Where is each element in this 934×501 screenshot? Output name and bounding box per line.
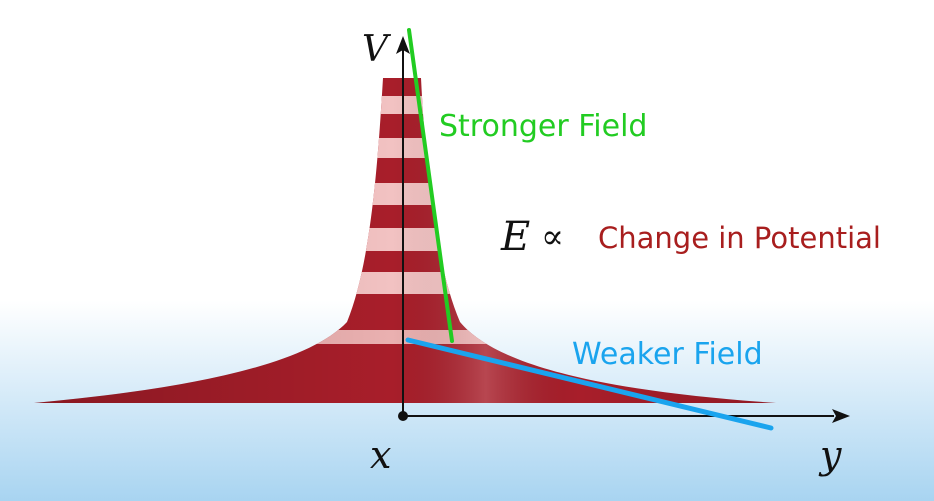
stronger-field-label: Stronger Field bbox=[439, 109, 647, 144]
origin-dot bbox=[398, 411, 408, 421]
weaker-field-label: Weaker Field bbox=[572, 337, 763, 372]
v-axis-label: V bbox=[362, 29, 392, 70]
x-axis-label: x bbox=[370, 433, 391, 477]
axes bbox=[396, 36, 850, 423]
e-field-symbol: E bbox=[500, 214, 530, 260]
weaker-field-line bbox=[405, 337, 774, 431]
stronger-field-line bbox=[407, 28, 454, 343]
v-axis-arrow bbox=[396, 36, 410, 54]
y-axis-arrow bbox=[832, 409, 850, 423]
change-in-potential-label: Change in Potential bbox=[598, 221, 881, 255]
y-axis-label: y bbox=[818, 433, 842, 477]
proportional-symbol: ∝ bbox=[541, 217, 564, 257]
